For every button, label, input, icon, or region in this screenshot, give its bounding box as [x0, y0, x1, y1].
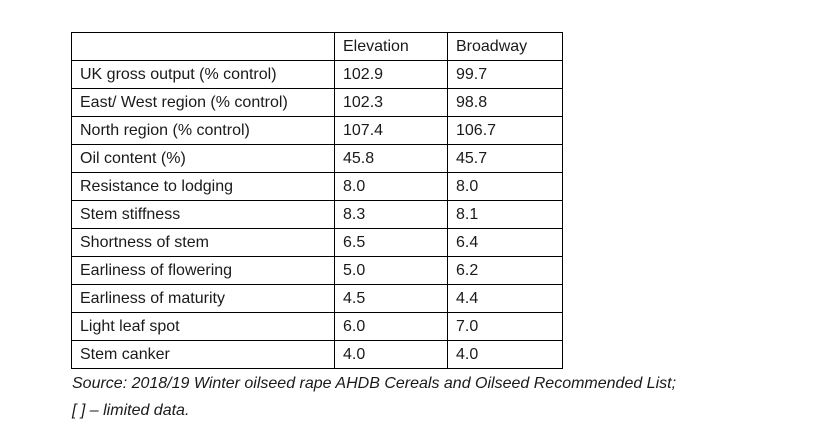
table-row: East/ West region (% control) 102.3 98.8	[71, 88, 563, 117]
row-label: Light leaf spot	[71, 312, 335, 341]
table-row: Earliness of maturity 4.5 4.4	[71, 284, 563, 313]
header-broadway-cell: Broadway	[447, 32, 563, 61]
table-row: Stem stiffness 8.3 8.1	[71, 200, 563, 229]
row-label: East/ West region (% control)	[71, 88, 335, 117]
broadway-value: 4.0	[447, 340, 563, 369]
elevation-value: 6.0	[334, 312, 448, 341]
row-label: Earliness of maturity	[71, 284, 335, 313]
row-label: UK gross output (% control)	[71, 60, 335, 89]
elevation-value: 6.5	[334, 228, 448, 257]
table-row: North region (% control) 107.4 106.7	[71, 116, 563, 145]
source-line-2: [ ] – limited data.	[72, 402, 190, 419]
row-label: North region (% control)	[71, 116, 335, 145]
table-header-row: Elevation Broadway	[71, 32, 563, 61]
elevation-value: 45.8	[334, 144, 448, 173]
table-row: Shortness of stem 6.5 6.4	[71, 228, 563, 257]
broadway-value: 8.0	[447, 172, 563, 201]
broadway-value: 98.8	[447, 88, 563, 117]
broadway-value: 8.1	[447, 200, 563, 229]
header-label-cell	[71, 32, 335, 61]
source-line-1: Source: 2018/19 Winter oilseed rape AHDB…	[72, 375, 677, 392]
elevation-value: 4.0	[334, 340, 448, 369]
row-label: Resistance to lodging	[71, 172, 335, 201]
broadway-value: 6.2	[447, 256, 563, 285]
variety-comparison-table: Elevation Broadway UK gross output (% co…	[71, 32, 563, 369]
elevation-value: 8.3	[334, 200, 448, 229]
table-row: Resistance to lodging 8.0 8.0	[71, 172, 563, 201]
elevation-value: 102.9	[334, 60, 448, 89]
broadway-value: 4.4	[447, 284, 563, 313]
broadway-value: 106.7	[447, 116, 563, 145]
elevation-value: 5.0	[334, 256, 448, 285]
comparison-table-container: Elevation Broadway UK gross output (% co…	[71, 32, 563, 369]
row-label: Shortness of stem	[71, 228, 335, 257]
broadway-value: 99.7	[447, 60, 563, 89]
elevation-value: 4.5	[334, 284, 448, 313]
broadway-value: 7.0	[447, 312, 563, 341]
source-note: Source: 2018/19 Winter oilseed rape AHDB…	[72, 370, 792, 424]
broadway-value: 6.4	[447, 228, 563, 257]
table-row: Stem canker 4.0 4.0	[71, 340, 563, 369]
elevation-value: 8.0	[334, 172, 448, 201]
row-label: Oil content (%)	[71, 144, 335, 173]
table-row: Earliness of flowering 5.0 6.2	[71, 256, 563, 285]
elevation-value: 102.3	[334, 88, 448, 117]
broadway-value: 45.7	[447, 144, 563, 173]
row-label: Earliness of flowering	[71, 256, 335, 285]
row-label: Stem stiffness	[71, 200, 335, 229]
table-row: Light leaf spot 6.0 7.0	[71, 312, 563, 341]
table-row: Oil content (%) 45.8 45.7	[71, 144, 563, 173]
table-row: UK gross output (% control) 102.9 99.7	[71, 60, 563, 89]
row-label: Stem canker	[71, 340, 335, 369]
elevation-value: 107.4	[334, 116, 448, 145]
header-elevation-cell: Elevation	[334, 32, 448, 61]
